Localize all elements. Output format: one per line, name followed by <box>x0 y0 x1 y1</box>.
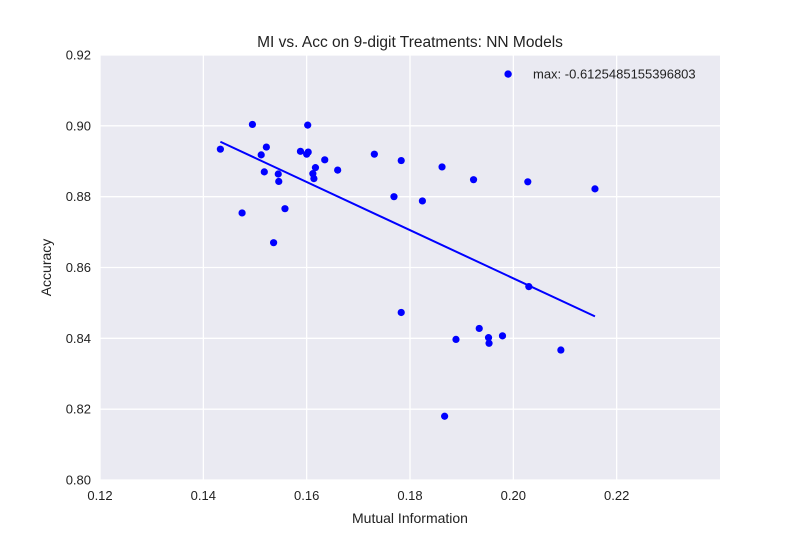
data-point <box>260 168 268 176</box>
y-tick-label: 0.90 <box>66 118 91 133</box>
x-axis-label: Mutual Information <box>352 510 468 526</box>
data-point <box>281 205 289 213</box>
x-tick-label: 0.12 <box>87 488 112 503</box>
data-point <box>397 156 405 165</box>
legend-label: max: -0.6125485155396803 <box>533 67 696 82</box>
data-point <box>238 209 246 217</box>
data-point <box>321 156 329 164</box>
y-tick-label: 0.84 <box>66 331 91 346</box>
legend-marker <box>504 70 512 78</box>
data-points <box>216 70 599 420</box>
trend-line <box>219 140 596 318</box>
x-tick-label: 0.20 <box>501 488 526 503</box>
data-point <box>441 412 449 420</box>
data-point <box>274 170 282 178</box>
y-tick-labels: 0.80 0.82 0.84 0.86 0.88 0.90 0.92 <box>66 48 91 488</box>
data-point <box>248 120 257 129</box>
data-point <box>591 185 599 193</box>
data-point <box>452 335 460 343</box>
data-point <box>475 324 483 333</box>
data-point <box>484 334 493 342</box>
data-point <box>485 339 493 347</box>
y-tick-label: 0.82 <box>66 402 91 417</box>
data-point <box>304 121 312 129</box>
trend-line-group <box>219 140 596 318</box>
legend: max: -0.6125485155396803 <box>504 67 696 82</box>
y-tick-label: 0.80 <box>66 473 91 488</box>
data-point <box>304 148 312 156</box>
x-tick-label: 0.18 <box>397 488 422 503</box>
data-point <box>310 175 318 183</box>
x-tick-label: 0.14 <box>191 488 216 503</box>
data-point <box>257 151 265 159</box>
y-tick-label: 0.86 <box>66 260 91 275</box>
data-point <box>524 178 532 186</box>
data-point <box>438 163 446 171</box>
y-tick-label: 0.92 <box>66 48 91 63</box>
data-point <box>498 332 507 340</box>
data-point <box>275 177 283 186</box>
data-point <box>370 150 378 158</box>
data-point <box>216 145 224 153</box>
data-point <box>270 239 278 247</box>
data-point <box>397 308 405 317</box>
data-point <box>390 193 398 201</box>
data-point <box>525 283 533 291</box>
x-tick-label: 0.22 <box>604 488 629 503</box>
data-point <box>334 166 342 174</box>
data-point <box>311 164 320 172</box>
y-tick-label: 0.88 <box>66 189 91 204</box>
y-axis-label: Accuracy <box>38 239 54 297</box>
data-point <box>469 176 478 184</box>
data-point <box>262 143 270 151</box>
x-tick-labels: 0.12 0.14 0.16 0.18 0.20 0.22 <box>87 488 629 503</box>
data-point <box>296 147 305 155</box>
data-point <box>418 197 426 205</box>
data-point <box>557 346 565 354</box>
chart-title: MI vs. Acc on 9-digit Treatments: NN Mod… <box>257 34 563 51</box>
x-tick-label: 0.16 <box>294 488 319 503</box>
